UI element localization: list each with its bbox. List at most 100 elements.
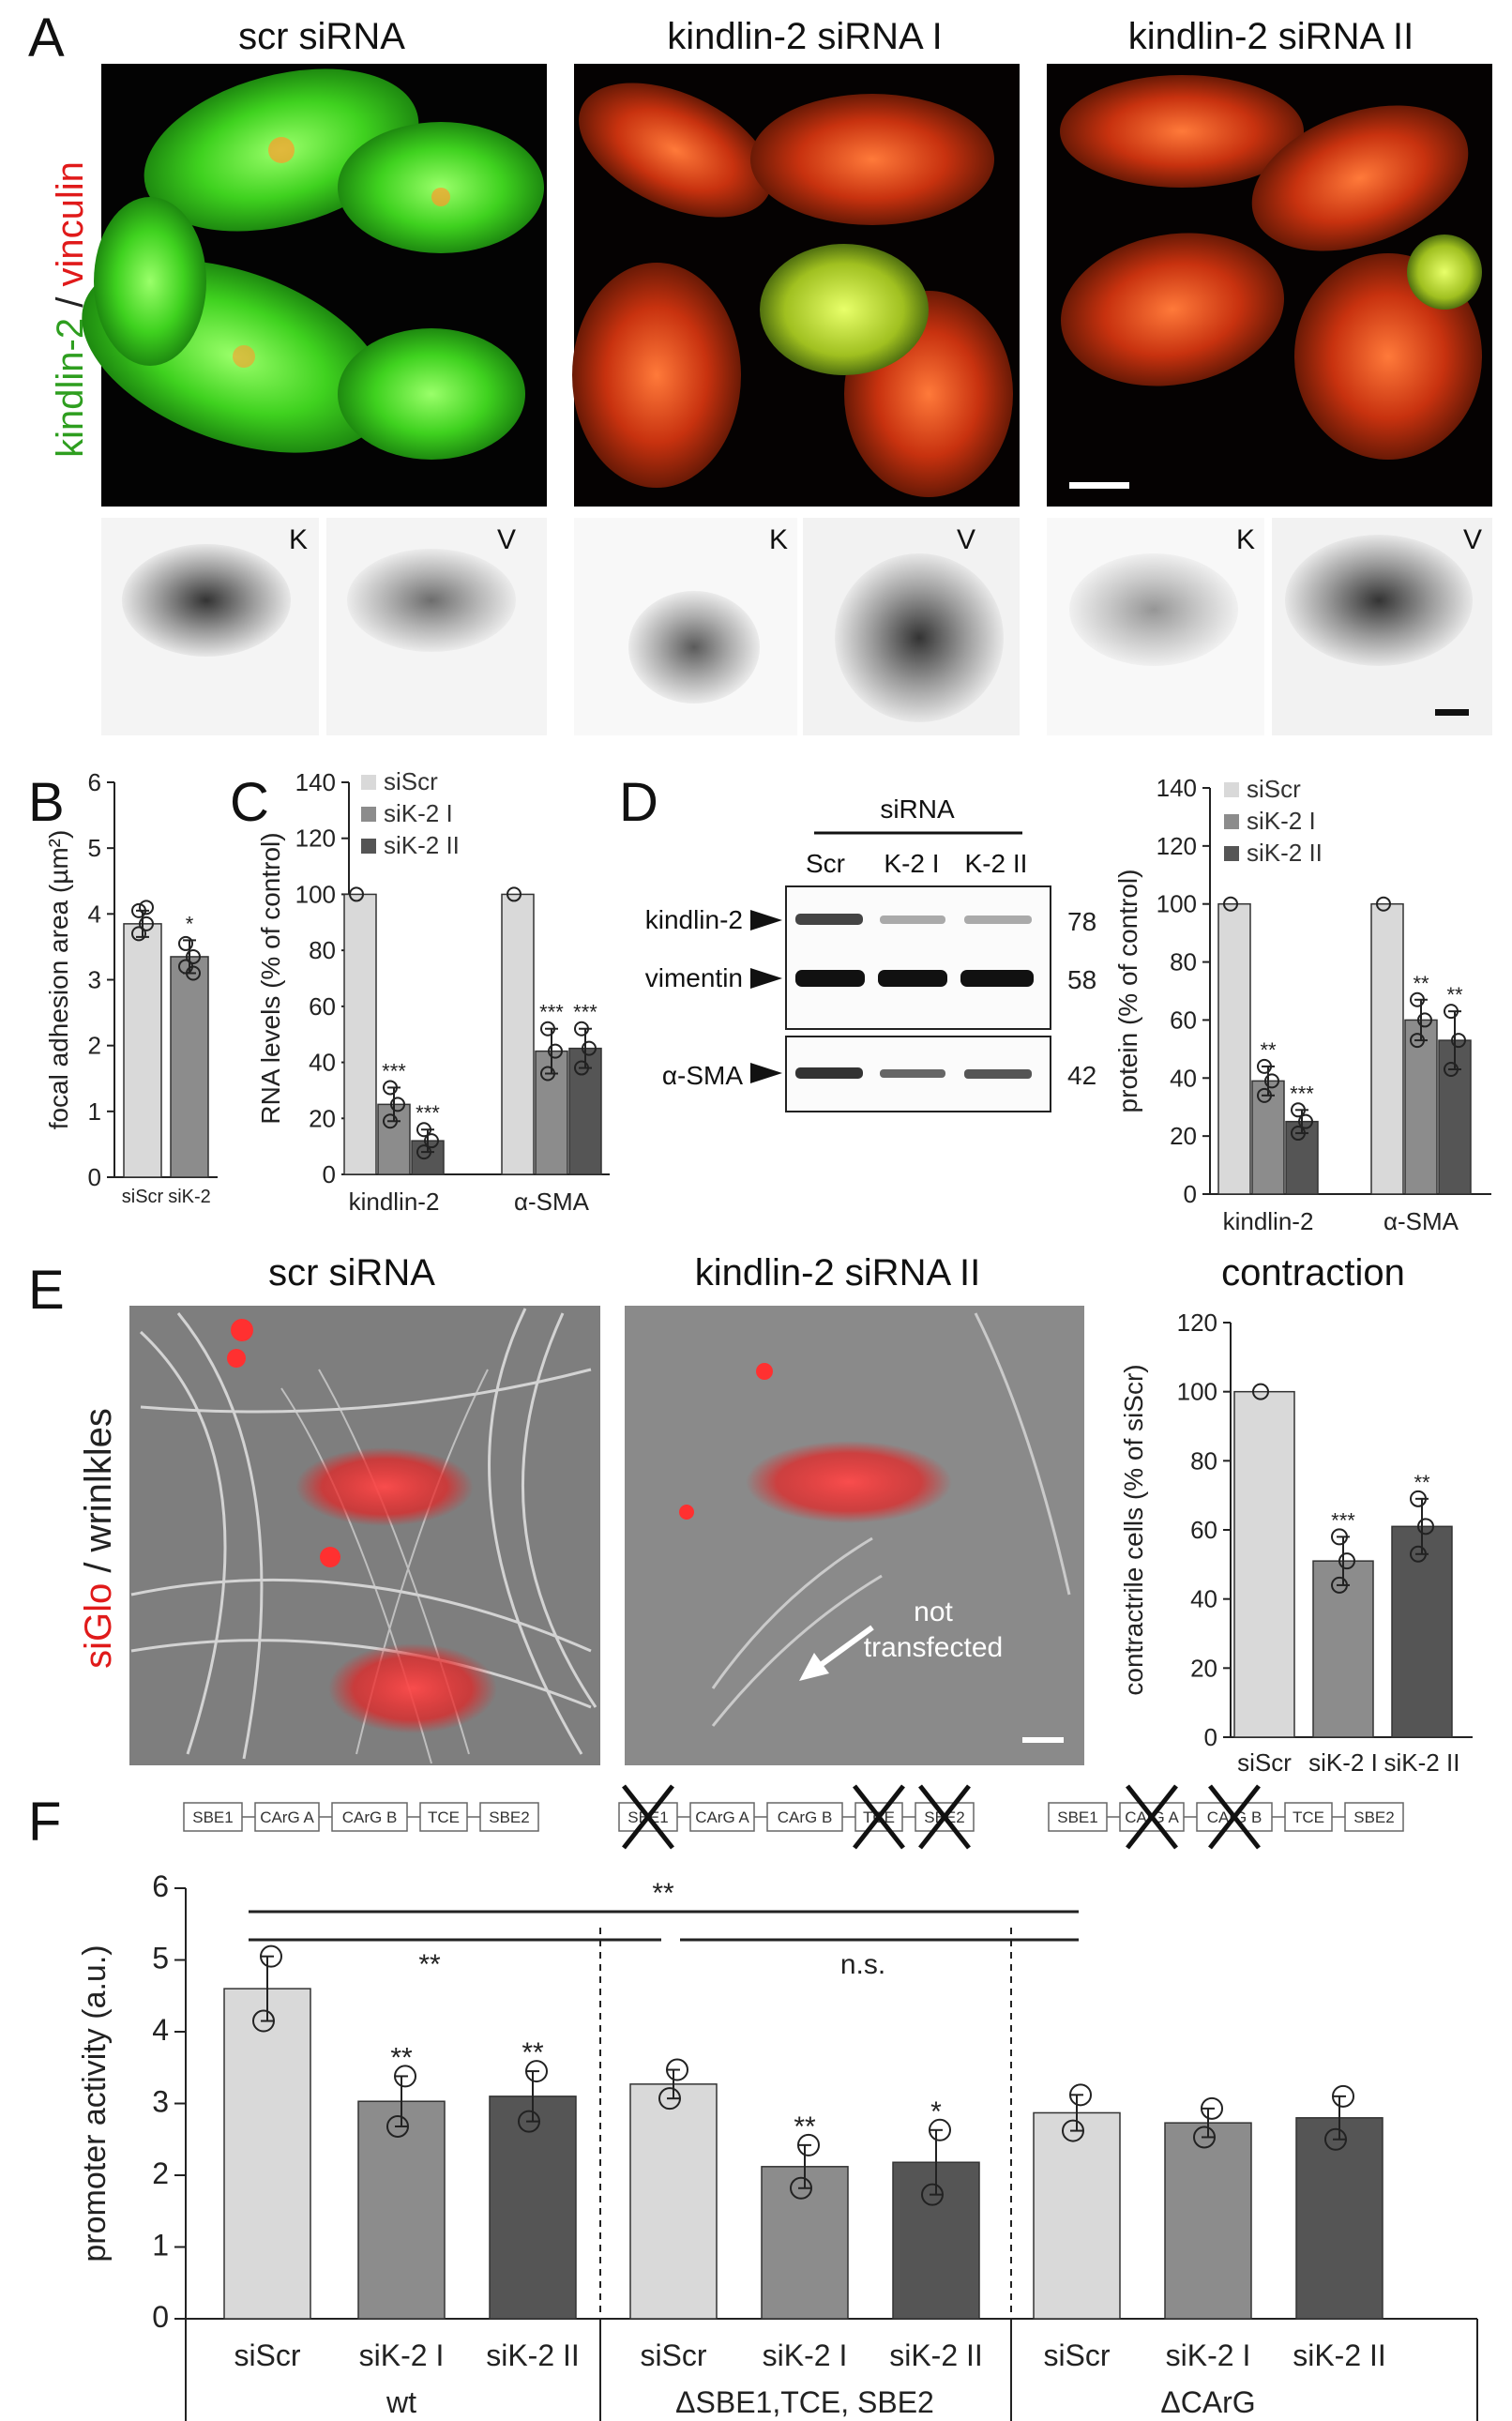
- row-label-kindlin: kindlin-2: [50, 318, 91, 458]
- construct-element-label: TCE: [428, 1808, 460, 1826]
- data-point: [525, 2060, 548, 2083]
- data-point: [186, 948, 201, 964]
- western-blot: siRNA Scr K-2 I K-2 II kindlin-2 vimenti…: [645, 794, 1096, 1112]
- inset-label-k-2: K: [769, 524, 788, 555]
- significance-label: *: [930, 2096, 942, 2127]
- significance-label: ***: [382, 1059, 406, 1082]
- group-label: ΔSBE1,TCE, SBE2: [675, 2385, 934, 2419]
- data-point: [1410, 1490, 1427, 1507]
- y-tick-label: 20: [309, 1104, 336, 1132]
- x-tick-label: siK-2 II: [486, 2338, 580, 2372]
- y-tick-label: 80: [1170, 948, 1197, 976]
- x-tick-label: siK-2 II: [1384, 1748, 1460, 1777]
- promoter-constructs: SBE1 CArG A CArG B TCE SBE2 SBE1 CArG A CArG B T…: [183, 1784, 1404, 1850]
- legend-label: siK-2 II: [1247, 839, 1323, 867]
- legend-swatch: [361, 839, 376, 854]
- y-tick-label: 80: [309, 936, 336, 964]
- blot-kda-42: 42: [1067, 1061, 1096, 1090]
- data-point: [1257, 1087, 1272, 1103]
- panel-e-col-1-title: scr siRNA: [268, 1252, 435, 1294]
- x-tick-label: siScr: [640, 2338, 706, 2372]
- panel-letter-e: E: [28, 1260, 65, 1321]
- y-tick-label: 40: [309, 1049, 336, 1077]
- construct-element: [479, 1802, 539, 1832]
- x-tick-label: siK-2 II: [1293, 2338, 1386, 2372]
- y-tick-label: 100: [1177, 1378, 1217, 1406]
- data-point: [518, 2110, 540, 2133]
- data-point: [1451, 1033, 1466, 1049]
- data-point: [1069, 2083, 1092, 2107]
- legend-swatch: [361, 775, 376, 790]
- wrinkle-image-kindlin-2-ii: [625, 1306, 1084, 1765]
- data-point: [1257, 1058, 1272, 1074]
- construct-element: [419, 1802, 468, 1832]
- significance-label: *: [186, 912, 194, 935]
- bar: [1312, 1560, 1374, 1738]
- x-tick-label: kindlin-2: [1223, 1207, 1314, 1235]
- data-point: [349, 886, 364, 902]
- data-point: [386, 2114, 409, 2138]
- significance-label: ***: [1331, 1508, 1355, 1532]
- data-point: [139, 900, 154, 915]
- significance-label: **: [1260, 1038, 1277, 1062]
- comparison-label: **: [652, 1878, 674, 1909]
- x-tick-label: α-SMA: [1383, 1207, 1459, 1235]
- data-point: [540, 1021, 555, 1036]
- data-point: [1444, 1004, 1459, 1020]
- y-tick-label: 5: [88, 834, 101, 862]
- x-tick-label: siK-2 I: [1308, 1748, 1378, 1777]
- inset-label-v-3: V: [1463, 524, 1482, 555]
- x-tick-label: siScr: [122, 1187, 164, 1207]
- x-tick-label: kindlin-2: [349, 1188, 440, 1216]
- panel-letter-d: D: [619, 772, 658, 833]
- panel-letter-f: F: [28, 1792, 61, 1853]
- y-tick-label: 20: [1190, 1654, 1217, 1682]
- blot-lane-k2i: K-2 I: [884, 849, 939, 878]
- y-tick-label: 120: [1157, 832, 1197, 860]
- legend-swatch: [1224, 846, 1239, 861]
- data-point: [507, 886, 522, 902]
- y-tick-label: 0: [1204, 1723, 1217, 1751]
- data-point: [424, 1133, 439, 1149]
- significance-label: **: [1414, 1471, 1430, 1494]
- data-point: [1444, 1062, 1459, 1078]
- x-tick-label: siK-2 I: [1166, 2338, 1251, 2372]
- deletion-mark: [918, 1784, 971, 1850]
- deletion-mark: [622, 1784, 674, 1850]
- deletion-mark: [1208, 1784, 1261, 1850]
- data-point: [658, 2087, 681, 2111]
- x-tick-label: siScr: [1237, 1748, 1292, 1777]
- bar: [123, 923, 162, 1178]
- row-label-vinculin: vinculin: [50, 161, 91, 286]
- y-tick-label: 0: [323, 1160, 336, 1188]
- bar: [629, 2083, 718, 2320]
- data-point: [1331, 1576, 1348, 1594]
- deletion-mark: [1126, 1784, 1178, 1850]
- data-point: [416, 1144, 431, 1160]
- data-point: [1331, 1528, 1348, 1546]
- legend-label: siScr: [384, 767, 438, 795]
- micrograph-kindlin-2-sirna-ii: [1047, 64, 1492, 507]
- bar: [1391, 1525, 1453, 1738]
- y-tick-label: 60: [1190, 1516, 1217, 1544]
- data-point: [540, 1066, 555, 1082]
- construct-element-label: CArG A: [260, 1808, 314, 1826]
- data-point: [260, 1944, 282, 1968]
- data-point: [1193, 2126, 1216, 2149]
- data-point: [131, 902, 146, 918]
- annotation-not: not: [914, 1596, 953, 1627]
- data-point: [574, 1021, 589, 1036]
- legend-swatch: [1224, 814, 1239, 829]
- data-point: [582, 1040, 597, 1056]
- group-label: wt: [386, 2385, 416, 2419]
- y-tick-label: 60: [1170, 1006, 1197, 1034]
- data-point: [929, 2118, 951, 2141]
- y-tick-label: 2: [88, 1032, 101, 1060]
- panel-a-col-3-title: kindlin-2 siRNA II: [1128, 16, 1414, 57]
- y-tick-label: 0: [152, 2300, 169, 2334]
- data-point: [178, 935, 193, 951]
- x-tick-label: siK-2 II: [889, 2338, 983, 2372]
- bar: [489, 2096, 577, 2320]
- data-point: [1291, 1102, 1306, 1118]
- bar: [761, 2166, 849, 2320]
